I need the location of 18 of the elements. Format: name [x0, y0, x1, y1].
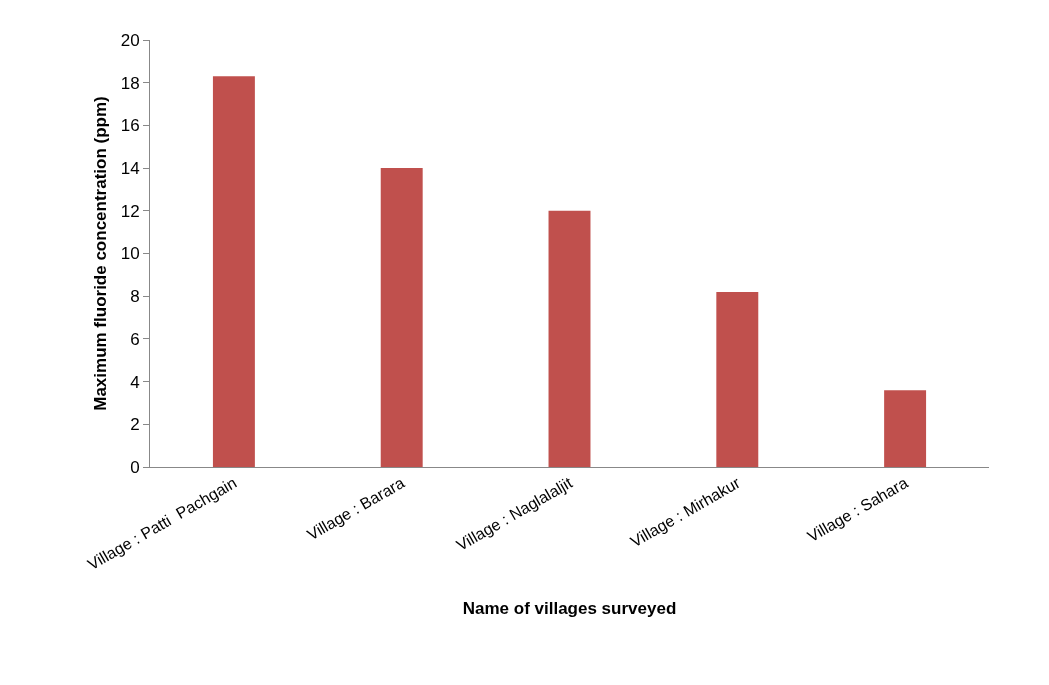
- y-axis-title: Maximum fluoride concentration (ppm): [91, 96, 110, 411]
- y-tick-label: 10: [120, 244, 140, 264]
- x-axis-title: Name of villages surveyed: [462, 599, 677, 619]
- bar: [380, 168, 423, 467]
- y-tick-label: 20: [120, 30, 140, 50]
- bar: [716, 291, 759, 467]
- y-tick-label: 0: [130, 457, 140, 477]
- y-tick-label: 8: [130, 287, 140, 307]
- y-tick-label: 2: [130, 415, 140, 435]
- bar: [212, 76, 255, 467]
- y-tick-label: 4: [130, 372, 140, 392]
- y-tick-label: 12: [120, 201, 140, 221]
- y-tick-label: 16: [120, 116, 140, 136]
- y-tick-label: 18: [120, 73, 140, 93]
- bar: [548, 210, 591, 467]
- y-tick-label: 6: [130, 329, 140, 349]
- bar: [884, 390, 927, 467]
- y-tick-label: 14: [120, 159, 140, 179]
